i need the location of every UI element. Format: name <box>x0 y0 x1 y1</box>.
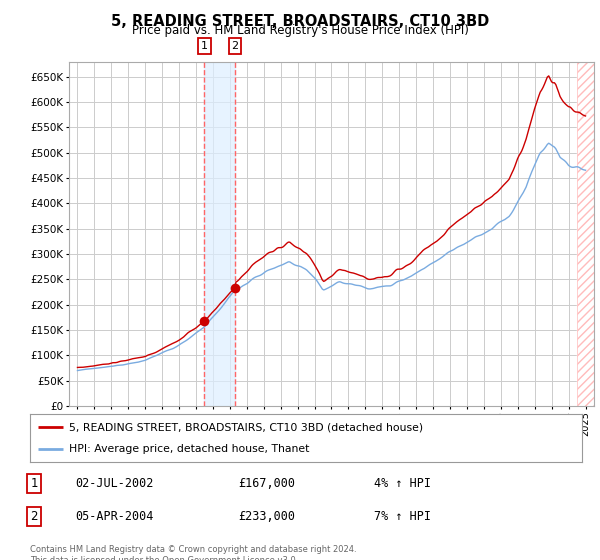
Text: £167,000: £167,000 <box>238 477 295 490</box>
Bar <box>577 62 594 406</box>
Text: 5, READING STREET, BROADSTAIRS, CT10 3BD: 5, READING STREET, BROADSTAIRS, CT10 3BD <box>111 14 489 29</box>
Text: £233,000: £233,000 <box>238 510 295 523</box>
Text: 4% ↑ HPI: 4% ↑ HPI <box>374 477 431 490</box>
Text: 02-JUL-2002: 02-JUL-2002 <box>75 477 153 490</box>
Text: 1: 1 <box>201 41 208 52</box>
Text: Price paid vs. HM Land Registry's House Price Index (HPI): Price paid vs. HM Land Registry's House … <box>131 24 469 37</box>
Text: 7% ↑ HPI: 7% ↑ HPI <box>374 510 431 523</box>
Text: 1: 1 <box>31 477 38 490</box>
Text: HPI: Average price, detached house, Thanet: HPI: Average price, detached house, Than… <box>68 444 309 454</box>
Text: 2: 2 <box>232 41 239 52</box>
Text: 5, READING STREET, BROADSTAIRS, CT10 3BD (detached house): 5, READING STREET, BROADSTAIRS, CT10 3BD… <box>68 422 423 432</box>
Bar <box>577 62 594 406</box>
Text: 05-APR-2004: 05-APR-2004 <box>75 510 153 523</box>
Text: 2: 2 <box>31 510 38 523</box>
Text: Contains HM Land Registry data © Crown copyright and database right 2024.
This d: Contains HM Land Registry data © Crown c… <box>30 545 356 560</box>
Bar <box>205 62 235 406</box>
